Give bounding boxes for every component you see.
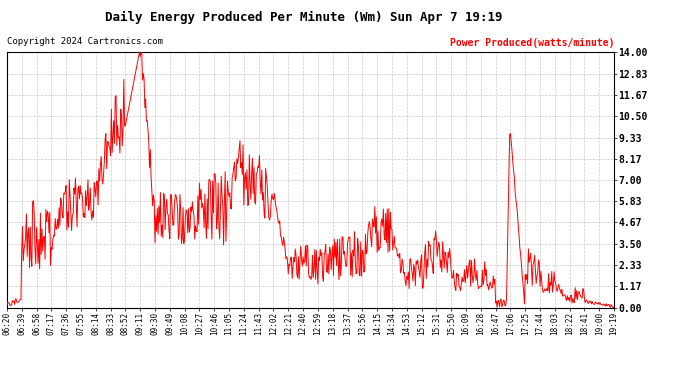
Text: Power Produced(watts/minute): Power Produced(watts/minute) (450, 38, 614, 48)
Text: Copyright 2024 Cartronics.com: Copyright 2024 Cartronics.com (7, 38, 163, 46)
Text: Daily Energy Produced Per Minute (Wm) Sun Apr 7 19:19: Daily Energy Produced Per Minute (Wm) Su… (105, 11, 502, 24)
